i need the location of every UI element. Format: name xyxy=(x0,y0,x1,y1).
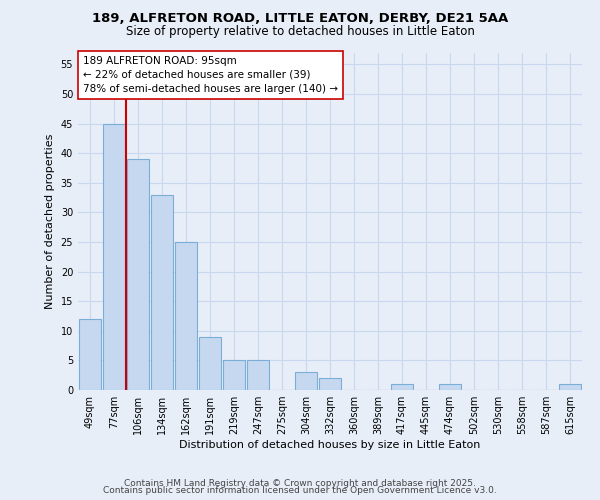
Text: Contains HM Land Registry data © Crown copyright and database right 2025.: Contains HM Land Registry data © Crown c… xyxy=(124,478,476,488)
Bar xyxy=(79,319,101,390)
X-axis label: Distribution of detached houses by size in Little Eaton: Distribution of detached houses by size … xyxy=(179,440,481,450)
Text: Size of property relative to detached houses in Little Eaton: Size of property relative to detached ho… xyxy=(125,25,475,38)
Bar xyxy=(151,194,173,390)
Text: 189 ALFRETON ROAD: 95sqm
← 22% of detached houses are smaller (39)
78% of semi-d: 189 ALFRETON ROAD: 95sqm ← 22% of detach… xyxy=(83,56,338,94)
Bar xyxy=(247,360,269,390)
Bar xyxy=(295,372,317,390)
Text: Contains public sector information licensed under the Open Government Licence v3: Contains public sector information licen… xyxy=(103,486,497,495)
Bar xyxy=(175,242,197,390)
Bar xyxy=(103,124,125,390)
Bar xyxy=(127,159,149,390)
Bar xyxy=(319,378,341,390)
Bar xyxy=(199,336,221,390)
Bar xyxy=(223,360,245,390)
Y-axis label: Number of detached properties: Number of detached properties xyxy=(45,134,55,309)
Bar xyxy=(439,384,461,390)
Text: 189, ALFRETON ROAD, LITTLE EATON, DERBY, DE21 5AA: 189, ALFRETON ROAD, LITTLE EATON, DERBY,… xyxy=(92,12,508,26)
Bar xyxy=(559,384,581,390)
Bar xyxy=(391,384,413,390)
